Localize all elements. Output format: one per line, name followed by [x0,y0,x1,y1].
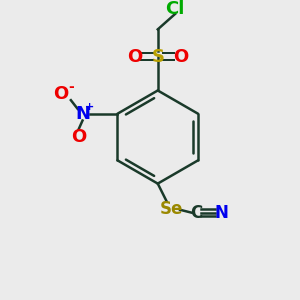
Text: O: O [54,85,69,103]
Text: O: O [173,47,189,65]
Text: N: N [75,105,90,123]
Text: N: N [215,204,229,222]
Text: Cl: Cl [166,0,185,18]
Text: O: O [127,47,142,65]
Text: -: - [68,80,74,94]
Text: C: C [190,204,203,222]
Text: +: + [85,102,94,112]
Text: S: S [151,47,164,65]
Text: Se: Se [160,200,183,218]
Text: O: O [71,128,86,146]
